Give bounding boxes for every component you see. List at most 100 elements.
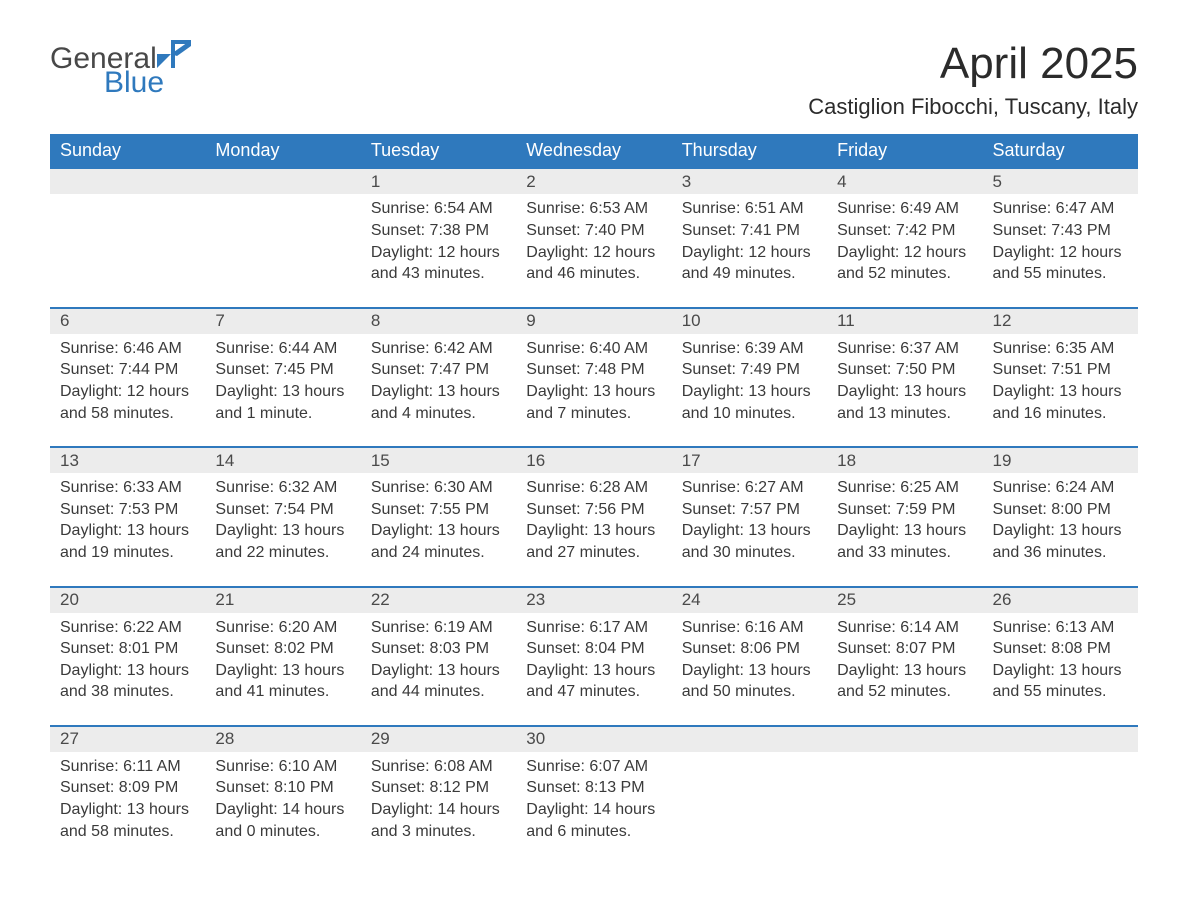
date-row: 20212223242526 — [50, 587, 1138, 613]
daylight-text: and 41 minutes. — [215, 681, 350, 703]
day-cell: Sunrise: 6:37 AMSunset: 7:50 PMDaylight:… — [827, 334, 982, 447]
daylight-text: Daylight: 13 hours — [526, 660, 661, 682]
day-number: 27 — [50, 726, 205, 752]
data-row: Sunrise: 6:54 AMSunset: 7:38 PMDaylight:… — [50, 194, 1138, 307]
data-row: Sunrise: 6:33 AMSunset: 7:53 PMDaylight:… — [50, 473, 1138, 586]
day-header: Thursday — [672, 134, 827, 168]
day-cell: Sunrise: 6:27 AMSunset: 7:57 PMDaylight:… — [672, 473, 827, 586]
day-number: 29 — [361, 726, 516, 752]
sunset-text: Sunset: 7:57 PM — [682, 499, 817, 521]
sunrise-text: Sunrise: 6:28 AM — [526, 477, 661, 499]
sunrise-text: Sunrise: 6:19 AM — [371, 617, 506, 639]
sunset-text: Sunset: 7:41 PM — [682, 220, 817, 242]
sunrise-text: Sunrise: 6:13 AM — [993, 617, 1128, 639]
daylight-text: and 44 minutes. — [371, 681, 506, 703]
daylight-text: and 36 minutes. — [993, 542, 1128, 564]
daylight-text: and 10 minutes. — [682, 403, 817, 425]
day-cell: Sunrise: 6:49 AMSunset: 7:42 PMDaylight:… — [827, 194, 982, 307]
day-number: 24 — [672, 587, 827, 613]
daylight-text: Daylight: 12 hours — [993, 242, 1128, 264]
daylight-text: and 13 minutes. — [837, 403, 972, 425]
sunrise-text: Sunrise: 6:20 AM — [215, 617, 350, 639]
day-header: Friday — [827, 134, 982, 168]
day-cell: Sunrise: 6:25 AMSunset: 7:59 PMDaylight:… — [827, 473, 982, 586]
day-cell: Sunrise: 6:11 AMSunset: 8:09 PMDaylight:… — [50, 752, 205, 864]
day-cell: Sunrise: 6:47 AMSunset: 7:43 PMDaylight:… — [983, 194, 1138, 307]
daylight-text: Daylight: 13 hours — [993, 660, 1128, 682]
daylight-text: Daylight: 12 hours — [526, 242, 661, 264]
sunrise-text: Sunrise: 6:14 AM — [837, 617, 972, 639]
sunset-text: Sunset: 8:09 PM — [60, 777, 195, 799]
daylight-text: Daylight: 13 hours — [837, 660, 972, 682]
daylight-text: and 22 minutes. — [215, 542, 350, 564]
day-number: 22 — [361, 587, 516, 613]
sunset-text: Sunset: 8:02 PM — [215, 638, 350, 660]
sunset-text: Sunset: 7:51 PM — [993, 359, 1128, 381]
data-row: Sunrise: 6:22 AMSunset: 8:01 PMDaylight:… — [50, 613, 1138, 726]
sunrise-text: Sunrise: 6:30 AM — [371, 477, 506, 499]
daylight-text: and 6 minutes. — [526, 821, 661, 843]
daylight-text: Daylight: 13 hours — [60, 520, 195, 542]
sunrise-text: Sunrise: 6:39 AM — [682, 338, 817, 360]
day-cell: Sunrise: 6:20 AMSunset: 8:02 PMDaylight:… — [205, 613, 360, 726]
sunset-text: Sunset: 8:00 PM — [993, 499, 1128, 521]
daylight-text: Daylight: 13 hours — [682, 660, 817, 682]
sunset-text: Sunset: 7:50 PM — [837, 359, 972, 381]
sunrise-text: Sunrise: 6:11 AM — [60, 756, 195, 778]
sunrise-text: Sunrise: 6:53 AM — [526, 198, 661, 220]
daylight-text: and 4 minutes. — [371, 403, 506, 425]
sunset-text: Sunset: 8:08 PM — [993, 638, 1128, 660]
day-cell: Sunrise: 6:46 AMSunset: 7:44 PMDaylight:… — [50, 334, 205, 447]
day-number: 15 — [361, 447, 516, 473]
day-number: 17 — [672, 447, 827, 473]
day-number — [827, 726, 982, 752]
day-number: 28 — [205, 726, 360, 752]
daylight-text: and 3 minutes. — [371, 821, 506, 843]
day-number — [205, 168, 360, 194]
sunrise-text: Sunrise: 6:42 AM — [371, 338, 506, 360]
day-number: 10 — [672, 308, 827, 334]
sunset-text: Sunset: 8:13 PM — [526, 777, 661, 799]
daylight-text: and 19 minutes. — [60, 542, 195, 564]
sunset-text: Sunset: 7:40 PM — [526, 220, 661, 242]
daylight-text: and 30 minutes. — [682, 542, 817, 564]
day-cell: Sunrise: 6:54 AMSunset: 7:38 PMDaylight:… — [361, 194, 516, 307]
day-cell: Sunrise: 6:16 AMSunset: 8:06 PMDaylight:… — [672, 613, 827, 726]
day-cell — [983, 752, 1138, 864]
sunrise-text: Sunrise: 6:37 AM — [837, 338, 972, 360]
logo: General Blue — [50, 40, 191, 98]
daylight-text: Daylight: 13 hours — [682, 381, 817, 403]
sunrise-text: Sunrise: 6:10 AM — [215, 756, 350, 778]
title-block: April 2025 Castiglion Fibocchi, Tuscany,… — [808, 40, 1138, 120]
day-number: 19 — [983, 447, 1138, 473]
daylight-text: and 0 minutes. — [215, 821, 350, 843]
sunset-text: Sunset: 7:47 PM — [371, 359, 506, 381]
sunrise-text: Sunrise: 6:35 AM — [993, 338, 1128, 360]
day-number: 26 — [983, 587, 1138, 613]
daylight-text: Daylight: 13 hours — [837, 520, 972, 542]
location: Castiglion Fibocchi, Tuscany, Italy — [808, 94, 1138, 120]
sunrise-text: Sunrise: 6:24 AM — [993, 477, 1128, 499]
day-cell: Sunrise: 6:13 AMSunset: 8:08 PMDaylight:… — [983, 613, 1138, 726]
sunrise-text: Sunrise: 6:22 AM — [60, 617, 195, 639]
day-header: Saturday — [983, 134, 1138, 168]
day-number: 8 — [361, 308, 516, 334]
daylight-text: Daylight: 14 hours — [526, 799, 661, 821]
daylight-text: Daylight: 13 hours — [993, 520, 1128, 542]
day-number: 4 — [827, 168, 982, 194]
day-number: 21 — [205, 587, 360, 613]
day-cell: Sunrise: 6:24 AMSunset: 8:00 PMDaylight:… — [983, 473, 1138, 586]
sunrise-text: Sunrise: 6:27 AM — [682, 477, 817, 499]
day-cell: Sunrise: 6:07 AMSunset: 8:13 PMDaylight:… — [516, 752, 671, 864]
day-cell: Sunrise: 6:10 AMSunset: 8:10 PMDaylight:… — [205, 752, 360, 864]
daylight-text: Daylight: 14 hours — [371, 799, 506, 821]
sunset-text: Sunset: 7:38 PM — [371, 220, 506, 242]
day-cell: Sunrise: 6:53 AMSunset: 7:40 PMDaylight:… — [516, 194, 671, 307]
sunset-text: Sunset: 7:55 PM — [371, 499, 506, 521]
day-number: 1 — [361, 168, 516, 194]
day-cell — [50, 194, 205, 307]
sunrise-text: Sunrise: 6:16 AM — [682, 617, 817, 639]
day-number: 14 — [205, 447, 360, 473]
sunrise-text: Sunrise: 6:32 AM — [215, 477, 350, 499]
daylight-text: and 52 minutes. — [837, 681, 972, 703]
